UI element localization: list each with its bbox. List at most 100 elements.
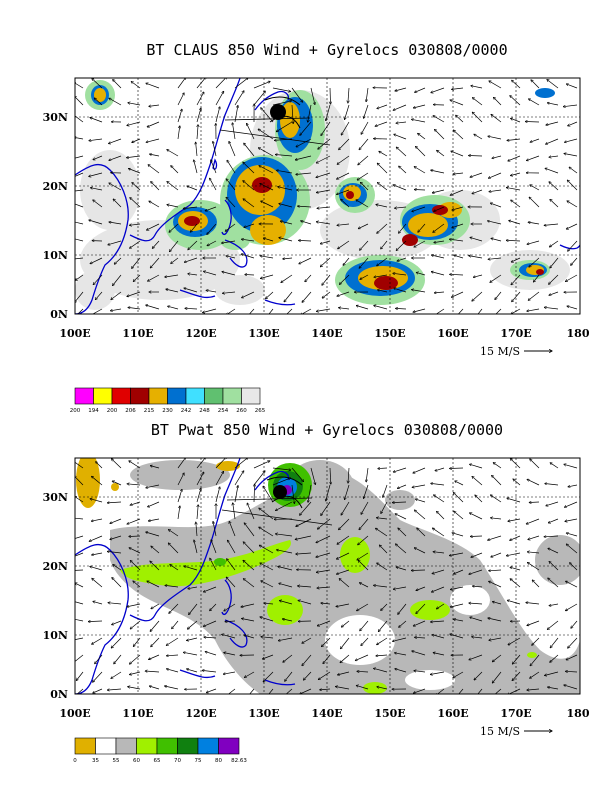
wind-arrow: [392, 502, 407, 503]
wind-arrow: [469, 156, 483, 157]
wind-arrow: [202, 670, 217, 673]
wind-arrow: [341, 199, 350, 208]
wind-arrow: [130, 501, 141, 505]
wind-arrow: [111, 637, 122, 648]
gyre-marker: [219, 96, 331, 146]
wind-arrow: [213, 521, 217, 537]
y-tick: 0N: [50, 688, 68, 701]
wind-arrow: [492, 602, 502, 605]
panel-claus: BT CLAUS 850 Wind + Gyrelocs 030808/0000: [43, 41, 590, 414]
wind-arrow: [512, 291, 521, 302]
wind-arrow: [146, 83, 160, 89]
wind-vectors: [75, 78, 578, 314]
x-tick: 150E: [374, 327, 405, 340]
wind-arrow: [213, 141, 217, 157]
wind-arrow: [340, 654, 350, 663]
wind-arrow: [470, 464, 483, 469]
wind-arrow: [112, 620, 122, 625]
wind-arrow: [453, 173, 464, 174]
wind-arrow: [490, 274, 502, 282]
wind-arrow: [150, 620, 160, 632]
x-tick: 140E: [311, 707, 342, 720]
wind-arrow: [570, 563, 578, 571]
wind-arrow: [450, 274, 464, 275]
wind-arrow: [234, 78, 248, 89]
wind-arrow: [414, 167, 426, 174]
wind-arrow: [336, 569, 350, 574]
wind-arrow: [379, 151, 388, 157]
wind-arrow: [567, 180, 578, 191]
wind-arrow: [393, 273, 407, 276]
wind-arrow: [223, 671, 236, 674]
wind-arrow: [489, 570, 502, 571]
x-tick-labels: 100E 110E 120E 130E 140E 150E 160E 170E …: [59, 707, 590, 720]
wind-arrow: [451, 151, 464, 157]
wind-arrow: [490, 203, 502, 208]
wind-arrow: [507, 498, 521, 503]
colorbar-swatch: [218, 737, 240, 755]
y-tick: 30N: [43, 491, 68, 504]
colorbar-label: 55: [113, 758, 120, 764]
wind-arrow: [75, 96, 84, 106]
wind-arrow: [168, 530, 179, 537]
wind-arrow: [169, 223, 179, 232]
wind-arrow: [298, 240, 312, 241]
wind-arrow: [298, 206, 312, 207]
wind-arrow: [377, 563, 388, 571]
coastlines: [75, 78, 580, 314]
wind-arrow: [437, 511, 445, 520]
wind-arrow: [488, 136, 502, 140]
wind-arrow: [272, 87, 291, 92]
wind-arrow: [435, 129, 445, 140]
wind-arrow: [508, 518, 521, 521]
wind-arrow: [88, 621, 103, 622]
wind-arrow: [395, 207, 407, 208]
wind-arrow: [149, 654, 160, 660]
wind-arrow: [227, 540, 236, 554]
colorbar-label: 0: [73, 758, 77, 764]
colorbar-label: 265: [255, 408, 266, 414]
wind-arrow: [545, 168, 559, 174]
wind-arrow: [356, 200, 369, 208]
wind-arrow: [565, 671, 578, 672]
wind-arrow: [490, 495, 502, 503]
wind-arrow: [263, 671, 274, 682]
wind-arrow: [414, 190, 426, 191]
x-tick: 150E: [374, 707, 405, 720]
wind-arrow: [109, 138, 122, 144]
wind-arrow: [112, 481, 122, 486]
x-tick: 110E: [122, 707, 153, 720]
wind-arrow: [507, 138, 521, 141]
wind-arrow: [279, 204, 293, 208]
wind-arrow: [196, 458, 206, 469]
wind-arrow: [241, 254, 255, 259]
gridlines: [75, 458, 580, 694]
wind-arrow: [530, 185, 540, 191]
wind-arrow: [366, 467, 369, 482]
wind-arrow: [488, 618, 502, 622]
wind-arrow: [107, 551, 122, 554]
x-tick: 180: [567, 327, 590, 340]
wind-arrow: [243, 162, 255, 174]
colorbar-label: 200: [107, 408, 118, 414]
wind-arrow: [567, 306, 578, 310]
wind-arrow: [108, 240, 122, 245]
wind-arrow: [455, 481, 464, 486]
wind-arrow: [506, 240, 521, 241]
wind-arrow: [361, 501, 369, 514]
wind-arrow: [206, 290, 217, 293]
x-tick-labels: 100E 110E 120E 130E 140E 150E 160E 170E …: [59, 327, 590, 340]
wind-arrow: [458, 688, 464, 694]
wind-arrow: [348, 467, 349, 483]
wind-arrow: [272, 101, 292, 106]
wind-arrow: [322, 291, 331, 298]
wind-arrow: [396, 567, 407, 571]
wind-arrow: [263, 486, 274, 503]
wind-arrow: [92, 78, 103, 89]
wind-arrow: [511, 118, 521, 123]
wind-arrow: [75, 238, 84, 242]
wind-arrow: [452, 533, 464, 537]
wind-arrow: [183, 652, 198, 656]
wind-arrow: [452, 223, 464, 228]
colorbar-label: 82.63: [231, 758, 247, 764]
